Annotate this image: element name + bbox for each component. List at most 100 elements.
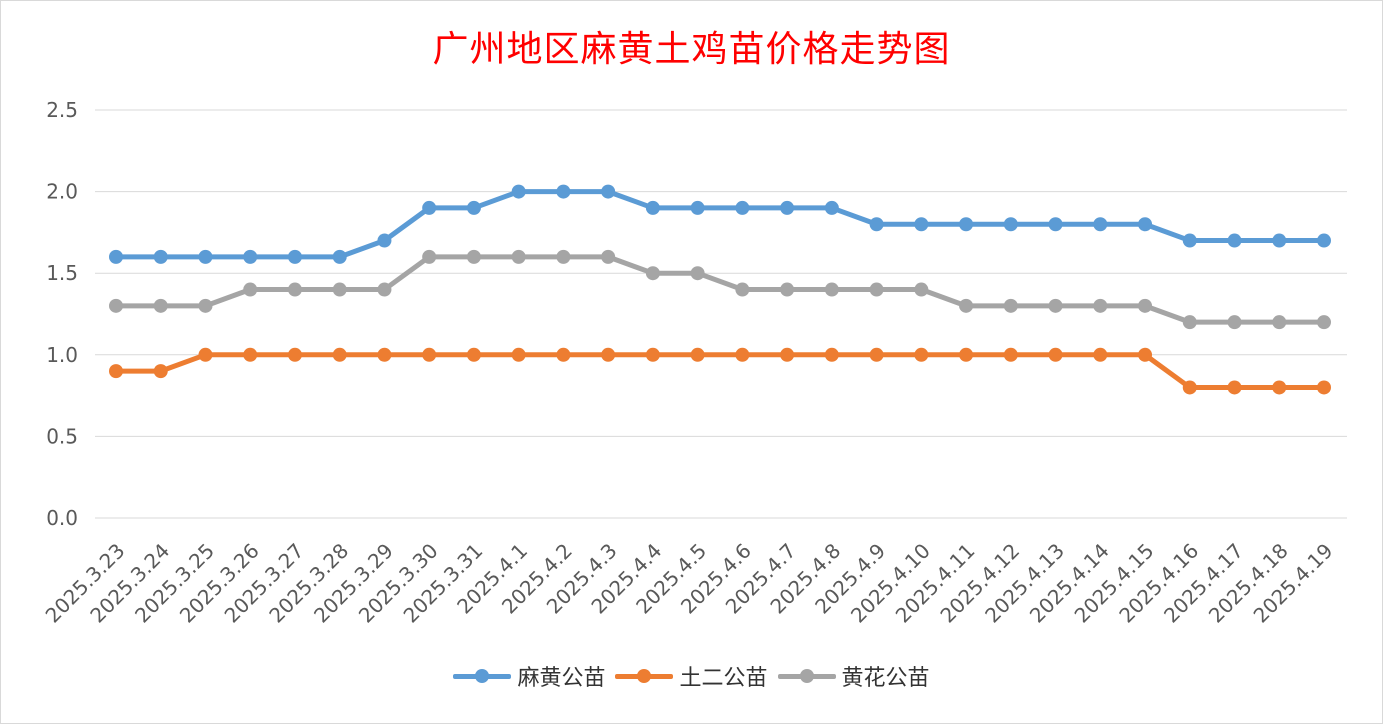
data-point-series-2 <box>556 249 571 264</box>
data-point-series-2 <box>780 282 795 297</box>
y-tick-label: 2.5 <box>46 98 78 122</box>
y-tick-label: 0.0 <box>46 506 78 530</box>
data-point-series-1 <box>1272 380 1287 395</box>
data-point-series-1 <box>1182 380 1197 395</box>
data-point-series-1 <box>153 364 168 379</box>
data-point-series-1 <box>198 347 213 362</box>
data-point-series-2 <box>466 249 481 264</box>
data-point-series-0 <box>824 200 839 215</box>
legend-item-series-0: 麻黄公苗 <box>453 660 605 692</box>
data-point-series-2 <box>287 282 302 297</box>
data-point-series-2 <box>243 282 258 297</box>
data-point-series-1 <box>377 347 392 362</box>
data-point-series-0 <box>377 233 392 248</box>
series-line-1 <box>113 352 1327 390</box>
legend-label: 麻黄公苗 <box>517 666 606 691</box>
data-point-series-0 <box>556 184 571 199</box>
data-point-series-2 <box>1227 315 1242 330</box>
data-point-series-0 <box>1317 233 1331 248</box>
data-point-series-2 <box>198 298 213 313</box>
legend-marker-series-1 <box>615 666 674 686</box>
data-point-series-1 <box>1138 347 1153 362</box>
data-point-series-1 <box>914 347 929 362</box>
y-tick-label: 1.5 <box>46 261 78 285</box>
data-point-series-0 <box>1182 233 1197 248</box>
chart-title: 广州地区麻黄土鸡苗价格走势图 <box>432 29 951 70</box>
data-point-series-2 <box>645 266 660 281</box>
data-point-series-2 <box>735 282 750 297</box>
data-point-series-0 <box>1003 217 1018 232</box>
data-point-series-2 <box>869 282 884 297</box>
data-point-series-0 <box>645 200 660 215</box>
legend: 麻黄公苗 土二公苗 黄花公苗 <box>0 660 1383 692</box>
data-point-series-0 <box>198 249 213 264</box>
data-point-series-2 <box>824 282 839 297</box>
data-point-series-1 <box>109 364 123 379</box>
data-point-series-1 <box>243 347 258 362</box>
data-point-series-1 <box>1048 347 1063 362</box>
legend-dot <box>799 669 814 683</box>
data-point-series-0 <box>1138 217 1153 232</box>
data-point-series-1 <box>735 347 750 362</box>
data-point-series-1 <box>556 347 571 362</box>
data-point-series-0 <box>466 200 481 215</box>
data-point-series-0 <box>1093 217 1108 232</box>
data-point-series-0 <box>1227 233 1242 248</box>
data-point-series-1 <box>332 347 347 362</box>
data-point-series-1 <box>824 347 839 362</box>
data-point-series-1 <box>1093 347 1108 362</box>
legend-marker-series-0 <box>453 666 512 686</box>
data-point-series-1 <box>287 347 302 362</box>
y-tick-label: 1.0 <box>46 343 78 367</box>
data-point-series-2 <box>959 298 974 313</box>
data-point-series-1 <box>422 347 437 362</box>
data-point-series-0 <box>601 184 616 199</box>
data-point-series-1 <box>601 347 616 362</box>
data-point-series-0 <box>1048 217 1063 232</box>
data-point-series-2 <box>601 249 616 264</box>
data-point-series-1 <box>959 347 974 362</box>
data-point-series-0 <box>153 249 168 264</box>
legend-dot <box>637 669 652 683</box>
data-point-series-2 <box>109 298 123 313</box>
data-point-series-0 <box>869 217 884 232</box>
data-point-series-2 <box>377 282 392 297</box>
data-point-series-0 <box>1272 233 1287 248</box>
data-point-series-0 <box>109 249 123 264</box>
data-point-series-2 <box>1003 298 1018 313</box>
data-point-series-2 <box>1317 315 1331 330</box>
series-line-0 <box>113 189 1327 260</box>
data-point-series-1 <box>869 347 884 362</box>
data-point-series-0 <box>287 249 302 264</box>
data-point-series-1 <box>1003 347 1018 362</box>
legend-label: 土二公苗 <box>679 666 768 691</box>
data-point-series-0 <box>914 217 929 232</box>
legend-marker-series-2 <box>777 666 836 686</box>
legend-label: 黄花公苗 <box>841 666 930 691</box>
data-point-series-1 <box>511 347 526 362</box>
data-point-series-2 <box>914 282 929 297</box>
data-point-series-0 <box>422 200 437 215</box>
data-point-series-1 <box>466 347 481 362</box>
series-line-2 <box>113 254 1327 325</box>
data-point-series-1 <box>780 347 795 362</box>
y-tick-label: 0.5 <box>46 424 78 448</box>
data-point-series-2 <box>1093 298 1108 313</box>
data-point-series-0 <box>511 184 526 199</box>
data-point-series-2 <box>1182 315 1197 330</box>
data-point-series-2 <box>153 298 168 313</box>
y-tick-label: 2.0 <box>46 180 78 204</box>
data-point-series-0 <box>959 217 974 232</box>
data-point-series-2 <box>1272 315 1287 330</box>
legend-item-series-1: 土二公苗 <box>615 660 768 692</box>
data-point-series-0 <box>332 249 347 264</box>
data-point-series-1 <box>1317 380 1331 395</box>
data-point-series-0 <box>735 200 750 215</box>
data-point-series-2 <box>511 249 526 264</box>
data-point-series-0 <box>780 200 795 215</box>
data-point-series-2 <box>1048 298 1063 313</box>
legend-dot <box>475 669 490 683</box>
data-point-series-0 <box>690 200 705 215</box>
data-point-series-2 <box>422 249 437 264</box>
